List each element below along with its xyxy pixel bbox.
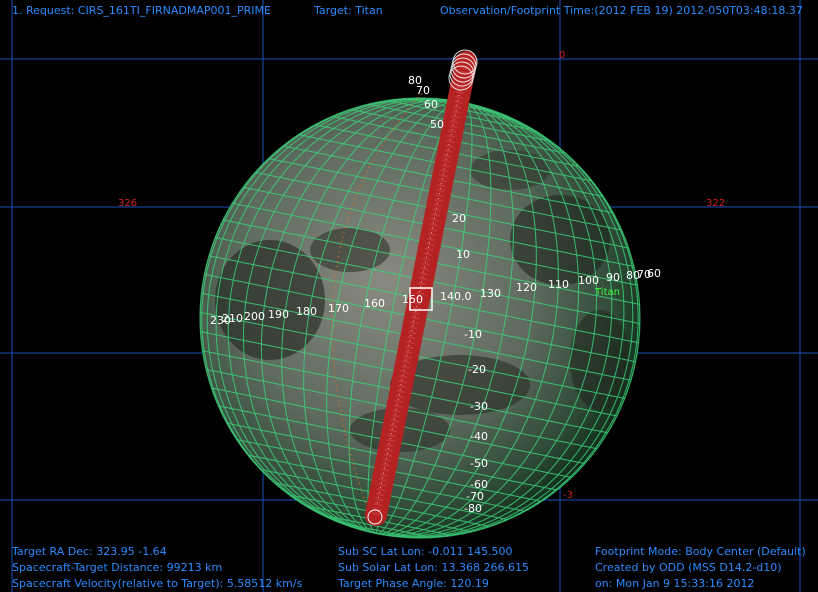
sub-solar-lat-lon: Sub Solar Lat Lon: 13.368 266.615 [338, 561, 529, 574]
creation-date: on: Mon Jan 9 15:33:16 2012 [595, 577, 755, 590]
limb-track [331, 89, 426, 521]
spacecraft-distance: Spacecraft-Target Distance: 99213 km [12, 561, 223, 574]
boresight-box [409, 287, 433, 311]
latitude-label: -80 [464, 502, 482, 515]
latitude-label: 10 [456, 248, 470, 261]
created-by: Created by ODD (MSS D14.2-d10) [595, 561, 782, 574]
longitude-label: 70 [637, 268, 651, 281]
longitude-label: 230 [210, 314, 231, 327]
latitude-label: 70 [416, 84, 430, 97]
latitude-label: -50 [470, 457, 488, 470]
spacecraft-velocity: Spacecraft Velocity(relative to Target):… [12, 577, 303, 590]
axis-mark-top: 0 [559, 50, 566, 61]
latitude-label: -10 [464, 328, 482, 341]
longitude-label: 190 [268, 308, 289, 321]
longitude-label: 110 [548, 278, 569, 291]
titan-globe [199, 97, 641, 539]
longitude-label: 100 [578, 274, 599, 287]
latitude-label: -20 [468, 363, 486, 376]
longitude-label: 80 [626, 269, 640, 282]
longitude-label: 140.0 [440, 290, 472, 303]
axis-mark-bottom: -3 [563, 490, 573, 501]
target-name-label: Titan [595, 287, 620, 298]
longitude-label: 200 [244, 310, 265, 323]
latitude-label: 80 [408, 74, 422, 87]
latitude-label: -40 [470, 430, 488, 443]
longitude-label: 150 [402, 293, 423, 306]
longitude-label: 90 [606, 271, 620, 284]
request-label: 1. Request: CIRS_161TI_FIRNADMAP001_PRIM… [12, 4, 271, 17]
target-ra-dec: Target RA Dec: 323.95 -1.64 [12, 545, 167, 558]
target-phase-angle: Target Phase Angle: 120.19 [338, 577, 489, 590]
latitude-label: 20 [452, 212, 466, 225]
longitude-label: 210 [222, 312, 243, 325]
sub-sc-lat-lon: Sub SC Lat Lon: -0.011 145.500 [338, 545, 513, 558]
latitude-label: -30 [470, 400, 488, 413]
longitude-label: 160 [364, 297, 385, 310]
latitude-label: 50 [430, 118, 444, 131]
observation-time: Observation/Footprint Time:(2012 FEB 19)… [440, 4, 803, 17]
longitude-label: 180 [296, 305, 317, 318]
axis-mark-right: 322 [706, 198, 726, 209]
longitude-label: 130 [480, 287, 501, 300]
latitude-label: -70 [466, 490, 484, 503]
longitude-label: 60 [647, 267, 661, 280]
latitude-label: -60 [470, 478, 488, 491]
latitude-label: 60 [424, 98, 438, 111]
axis-mark-left: 326 [118, 198, 138, 209]
target-label: Target: Titan [314, 4, 383, 17]
longitude-label: 170 [328, 302, 349, 315]
longitude-label: 120 [516, 281, 537, 294]
footprint-mode: Footprint Mode: Body Center (Default) [595, 545, 806, 558]
